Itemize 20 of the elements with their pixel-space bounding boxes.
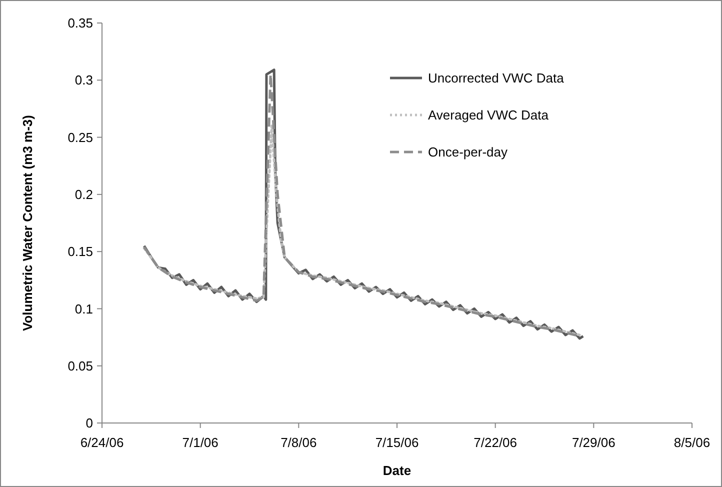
x-tick-label: 7/8/06 — [280, 435, 317, 450]
x-tick-label: 7/15/06 — [375, 435, 419, 450]
x-tick-label: 7/22/06 — [474, 435, 518, 450]
x-tick-label: 7/1/06 — [182, 435, 218, 450]
y-tick-label: 0.35 — [68, 16, 93, 31]
y-tick-label: 0.1 — [74, 301, 93, 316]
x-tick-label: 8/5/06 — [674, 435, 710, 450]
y-tick-label: 0 — [86, 416, 93, 431]
legend-label: Uncorrected VWC Data — [428, 70, 565, 86]
x-tick-label: 7/29/06 — [572, 435, 616, 450]
x-axis-title: Date — [382, 463, 412, 478]
x-tick-label: 6/24/06 — [80, 435, 124, 450]
legend-label: Once-per-day — [428, 144, 508, 160]
y-tick-label: 0.2 — [74, 186, 93, 202]
y-tick-label: 0.3 — [74, 72, 93, 88]
y-tick-label: 0.05 — [68, 358, 93, 374]
y-tick-label: 0.15 — [68, 244, 93, 260]
legend-label: Averaged VWC Data — [428, 108, 550, 123]
y-tick-label: 0.25 — [68, 130, 93, 145]
y-axis-title: Volumetric Water Content (m3 m-3) — [20, 115, 35, 331]
